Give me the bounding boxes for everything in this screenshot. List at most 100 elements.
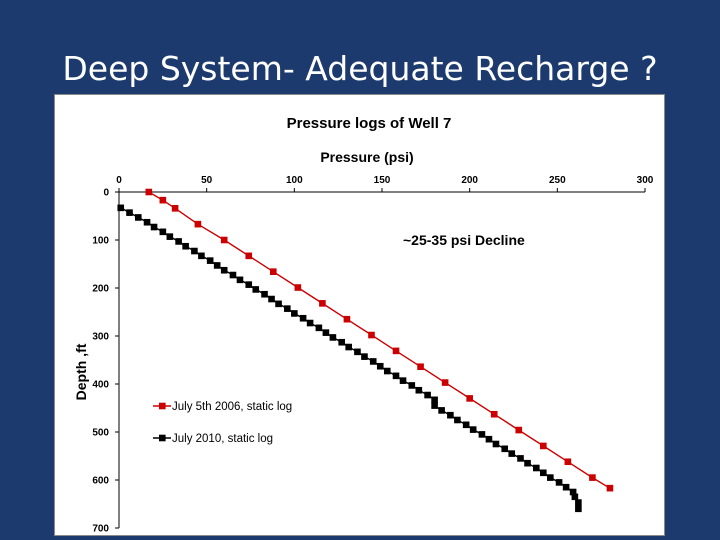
data-point (268, 295, 275, 303)
data-point (206, 257, 214, 264)
data-point (524, 459, 531, 467)
x-tick-label: 100 (286, 175, 303, 186)
data-point (194, 220, 202, 228)
data-point (466, 395, 473, 402)
data-point (306, 319, 314, 327)
data-point (134, 214, 142, 221)
data-point (454, 416, 461, 424)
data-point (562, 483, 570, 491)
legend-label: July 5th 2006, static log (172, 401, 292, 413)
data-point (441, 379, 449, 386)
data-point (220, 266, 228, 274)
x-tick-label: 0 (116, 175, 122, 186)
data-point (492, 440, 500, 448)
data-point (431, 396, 438, 404)
data-point (547, 474, 554, 481)
data-point (589, 474, 596, 481)
y-tick-label: 300 (92, 332, 109, 343)
data-point (166, 233, 174, 240)
data-point (392, 347, 400, 355)
data-point (515, 426, 523, 434)
data-point (198, 252, 205, 260)
data-point (275, 300, 282, 308)
data-point (252, 286, 260, 293)
data-point (383, 367, 391, 375)
data-point (145, 188, 153, 196)
legend-label: July 2010, static log (172, 433, 273, 445)
x-axis-label: Pressure (psi) (320, 149, 413, 165)
data-point (399, 377, 407, 384)
data-point (343, 315, 351, 323)
data-point (564, 458, 572, 466)
data-point (213, 262, 221, 269)
data-point (245, 281, 253, 288)
data-point (143, 218, 151, 226)
x-tick-label: 250 (549, 175, 566, 186)
y-tick-label: 400 (92, 380, 109, 391)
data-point (508, 450, 516, 457)
data-point (269, 268, 277, 275)
data-point (329, 334, 337, 341)
data-point (322, 329, 330, 336)
y-tick-label: 200 (92, 284, 109, 295)
y-axis-label: Depth ,ft (73, 343, 89, 400)
data-point (236, 276, 244, 284)
data-point (431, 402, 438, 409)
data-point (469, 426, 477, 433)
data-point (117, 204, 125, 212)
x-tick-label: 150 (374, 175, 391, 186)
data-point (376, 362, 384, 370)
legend-swatch-marker (159, 434, 166, 442)
data-point (485, 435, 493, 443)
y-tick-label: 0 (103, 188, 109, 199)
data-point (368, 331, 375, 339)
data-point (220, 236, 228, 244)
series-line (120, 207, 580, 509)
data-point (532, 464, 540, 472)
x-tick-label: 50 (201, 175, 213, 186)
plot-area: 0 50 100 150 200 250 300 0 100 200 300 400 500 600 700 (92, 175, 653, 535)
data-point (319, 300, 326, 307)
data-point (462, 421, 470, 429)
data-point (315, 324, 323, 332)
data-point (354, 348, 361, 356)
data-point (575, 499, 582, 506)
data-point (284, 305, 291, 312)
data-point (345, 343, 352, 351)
data-point (540, 442, 547, 450)
chart-panel: Pressure logs of Well 7 Pressure (psi) D… (54, 94, 665, 536)
data-point (150, 223, 158, 231)
slide-title: Deep System- Adequate Recharge ? (62, 49, 658, 88)
data-point (229, 271, 237, 279)
series-0 (145, 188, 614, 492)
series-1 (117, 204, 582, 513)
data-point (438, 407, 445, 414)
y-tick-label: 100 (92, 236, 109, 247)
data-point (294, 284, 302, 291)
chart-title: Pressure logs of Well 7 (287, 115, 452, 132)
x-tick-label: 300 (637, 175, 654, 186)
data-point (447, 411, 454, 419)
y-tick-label: 500 (92, 428, 109, 439)
data-point (417, 363, 424, 371)
data-point (575, 505, 582, 513)
data-point (245, 252, 253, 260)
pressure-depth-chart: Pressure logs of Well 7 Pressure (psi) D… (73, 115, 654, 535)
data-point (159, 196, 167, 204)
data-point (291, 310, 298, 317)
data-point (415, 386, 423, 394)
data-point (540, 469, 547, 477)
data-point (392, 372, 400, 380)
data-point (182, 242, 189, 250)
data-point (569, 488, 577, 496)
data-point (191, 247, 198, 255)
data-point (175, 238, 182, 245)
decline-annotation: ~25-35 psi Decline (403, 232, 525, 248)
data-point (171, 205, 179, 212)
data-point (501, 445, 509, 453)
legend: July 5th 2006, static log July 2010, stat… (153, 401, 292, 445)
data-point (555, 479, 563, 486)
data-point (408, 382, 416, 389)
data-point (126, 209, 133, 216)
legend-swatch-marker (159, 402, 166, 410)
